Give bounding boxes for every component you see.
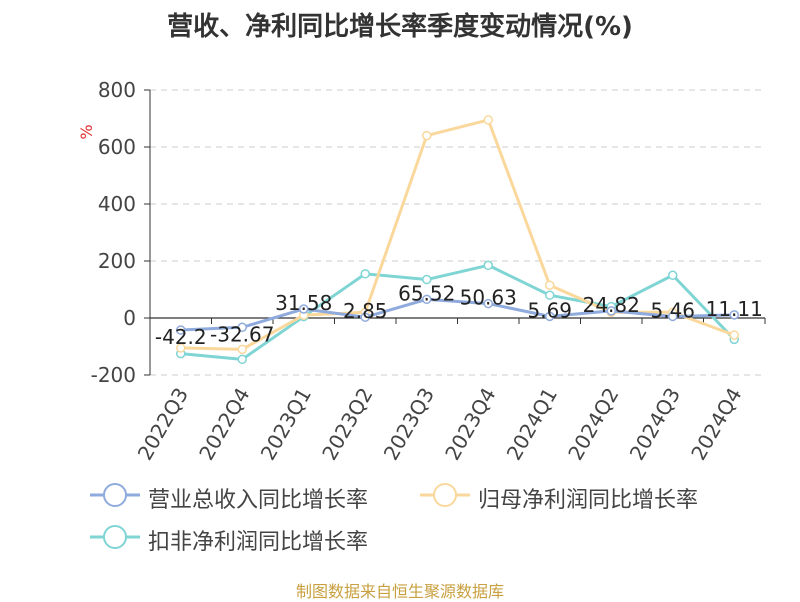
y-tick-label-3: 400: [98, 192, 136, 216]
series-2-line: [180, 263, 736, 361]
series-0-point-9: [729, 310, 739, 320]
series-1-point-6: [545, 280, 555, 290]
series-0-line: [180, 297, 735, 332]
y-tick-label-4: 600: [98, 135, 136, 159]
data-label-5: 50.63: [460, 286, 517, 310]
legend-revenue-label: 营业总收入同比增长率: [148, 488, 369, 513]
chart-title: 营收、净利同比增长率季度变动情况(%): [167, 12, 633, 42]
x-tick-label-5: 2023Q4: [440, 384, 500, 465]
series-1-point-5: [483, 115, 493, 125]
y-tick-label-1: 0: [123, 306, 136, 330]
data-label-8: 5.46: [650, 298, 695, 322]
legend-revenue-marker: [103, 483, 127, 507]
series-1-point-0: [176, 343, 186, 353]
y-tick-label-2: 200: [98, 249, 136, 273]
y-tick-label-0: -200: [91, 363, 136, 387]
series-0-point-3: [360, 312, 370, 322]
x-tick-label-9: 2024Q4: [686, 384, 746, 465]
x-tick-label-3: 2023Q2: [317, 384, 377, 465]
series-0-point-2: [299, 304, 309, 314]
legend-revenue-symbol-icon: [90, 483, 140, 507]
x-tick-label-8: 2024Q3: [625, 384, 685, 465]
legend-deducted-profit-label: 扣非净利润同比增长率: [148, 530, 369, 555]
data-label-0: -42.2: [155, 325, 207, 349]
data-label-3: 2.85: [343, 299, 388, 323]
x-tick-label-6: 2024Q1: [502, 384, 562, 465]
series-0-point-1: [237, 322, 247, 333]
series-2-point-8: [668, 270, 678, 280]
grid-lines: [150, 89, 765, 376]
series-2-point-1: [237, 354, 247, 365]
series-0-point-8: [668, 311, 678, 322]
series-1-point-1: [237, 344, 247, 355]
series-1-point-9: [729, 330, 739, 340]
series-0-point-4: [422, 294, 432, 305]
legend-net-profit-symbol-icon: [420, 483, 470, 507]
series-2-point-3: [360, 269, 370, 279]
legend-deducted-profit-marker: [103, 525, 127, 549]
legend-net-profit-label: 归母净利润同比增长率: [478, 488, 699, 513]
data-label-7: 24.82: [583, 293, 640, 317]
series-2-point-5: [483, 260, 493, 271]
data-source-note: 制图数据来自恒生聚源数据库: [295, 582, 504, 601]
series-lines: [176, 115, 739, 365]
x-tick-label-0: 2022Q3: [133, 384, 193, 465]
legend-deducted-profit-symbol-icon: [90, 525, 140, 549]
x-tick-label-2: 2023Q1: [256, 384, 316, 465]
data-label-2: 31.58: [275, 291, 332, 315]
data-label-6: 5.69: [527, 298, 572, 322]
data-label-1: -32.67: [210, 322, 274, 346]
series-0-point-5: [483, 298, 493, 309]
y-tick-label-5: 800: [98, 78, 136, 102]
data-label-9: 11.11: [706, 297, 763, 321]
data-label-4: 65.52: [398, 281, 455, 305]
series-1-point-4: [422, 130, 432, 141]
x-tick-label-7: 2024Q2: [563, 384, 623, 465]
series-0-point-0: [176, 325, 186, 335]
x-tick-label-4: 2023Q3: [379, 384, 439, 465]
series-2-point-6: [545, 290, 555, 300]
x-tick-label-1: 2022Q4: [194, 384, 254, 465]
y-unit-label: %: [77, 124, 96, 139]
series-0-point-7: [606, 306, 616, 316]
series-2-point-4: [422, 274, 432, 285]
series-0-point-6: [545, 311, 555, 322]
legend-net-profit-marker: [433, 483, 457, 507]
